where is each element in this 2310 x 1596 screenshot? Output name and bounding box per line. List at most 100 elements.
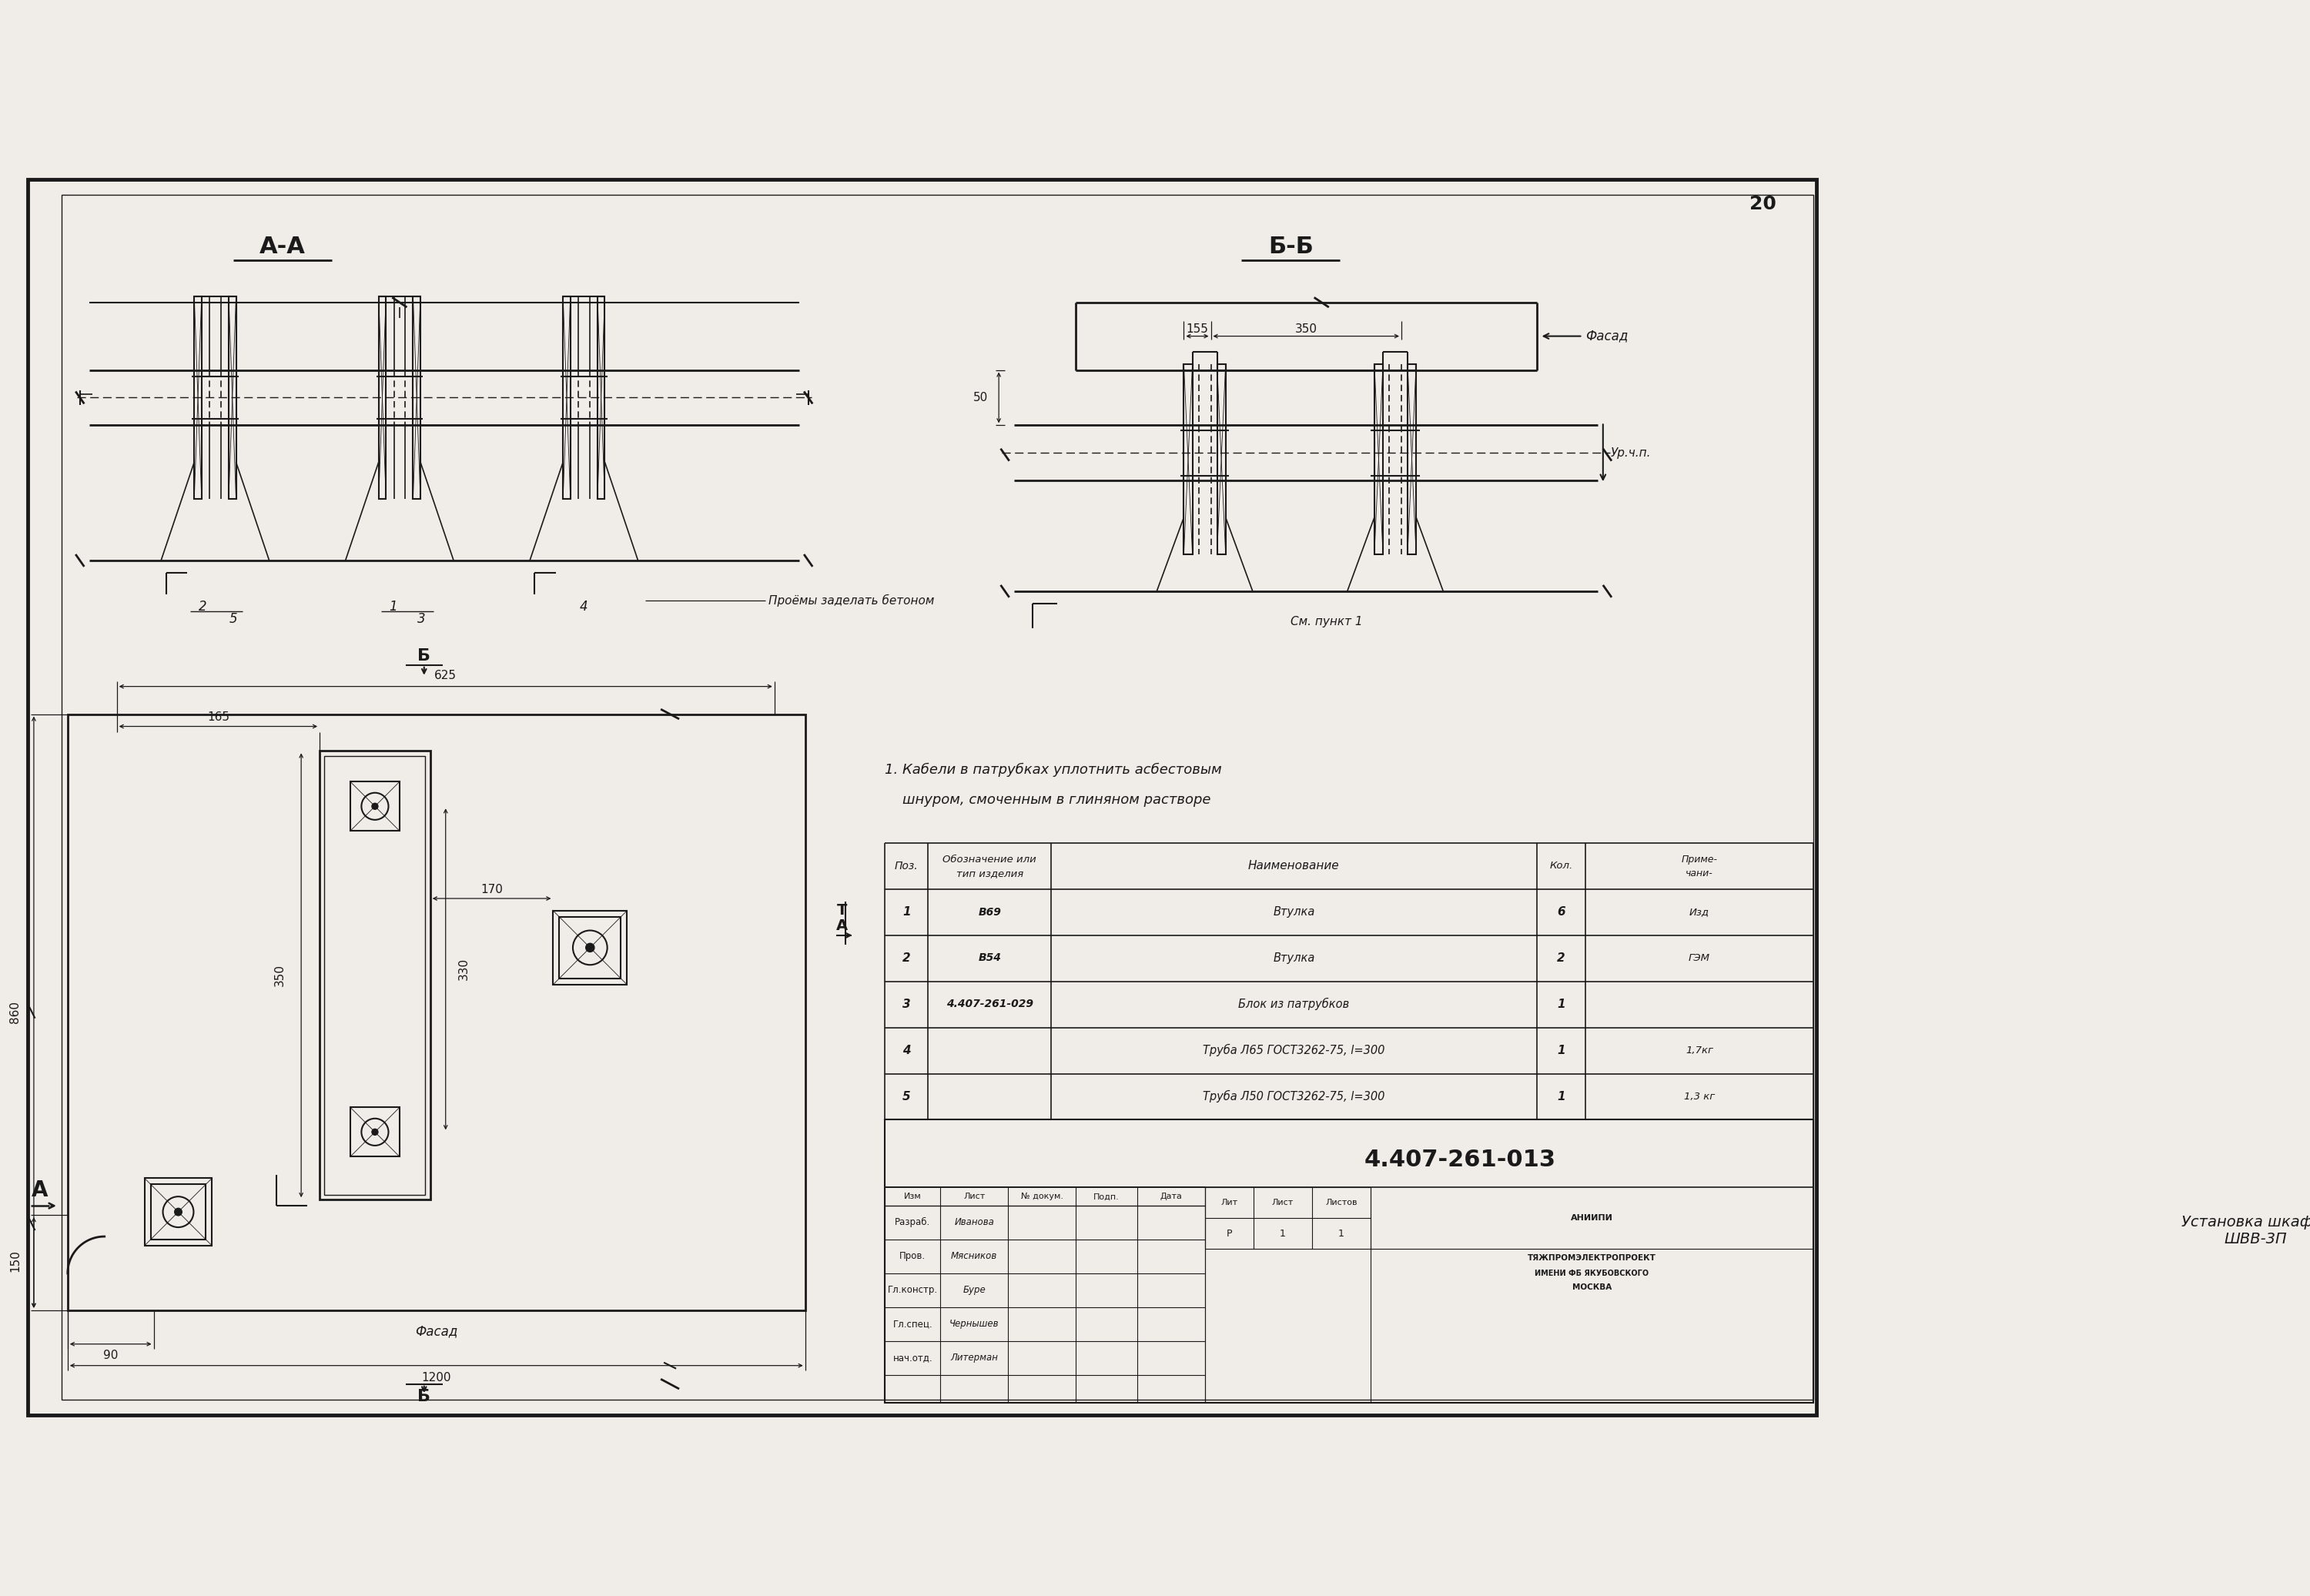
Text: Т: Т <box>836 903 848 918</box>
Text: шнуром, смоченным в глиняном растворе: шнуром, смоченным в глиняном растворе <box>885 793 1210 808</box>
Text: 350: 350 <box>275 964 286 986</box>
Text: Поз.: Поз. <box>894 860 919 871</box>
Bar <box>1407 364 1416 554</box>
Text: МОСКВА: МОСКВА <box>1573 1283 1612 1291</box>
Text: Дата: Дата <box>1160 1192 1183 1200</box>
Bar <box>885 1120 1813 1403</box>
Text: 4: 4 <box>580 600 589 613</box>
Text: Иванова: Иванова <box>954 1218 993 1227</box>
Text: Труба Л50 ГОСТ3262-75, l=300: Труба Л50 ГОСТ3262-75, l=300 <box>1204 1090 1384 1103</box>
Bar <box>351 1108 400 1157</box>
Bar <box>323 757 425 1195</box>
Text: Р: Р <box>1227 1229 1231 1238</box>
Text: Изд: Изд <box>1689 907 1709 918</box>
Text: 50: 50 <box>973 393 989 404</box>
Text: Кол.: Кол. <box>1550 860 1573 871</box>
Bar <box>229 297 236 500</box>
Text: В69: В69 <box>977 907 1000 918</box>
Text: Труба Л65 ГОСТ3262-75, l=300: Труба Л65 ГОСТ3262-75, l=300 <box>1204 1044 1384 1057</box>
Text: Гл.спец.: Гл.спец. <box>894 1318 933 1329</box>
Text: Подп.: Подп. <box>1093 1192 1120 1200</box>
Text: 4: 4 <box>903 1044 910 1057</box>
Text: 4.407-261-029: 4.407-261-029 <box>947 999 1033 1010</box>
Text: Приме-: Приме- <box>1682 855 1719 865</box>
Text: 2: 2 <box>199 600 208 613</box>
Text: 2: 2 <box>1557 953 1566 964</box>
Text: 1: 1 <box>1557 1090 1566 1103</box>
Text: А: А <box>32 1179 49 1202</box>
Bar <box>564 297 571 500</box>
Bar <box>150 1184 206 1240</box>
Text: 170: 170 <box>480 884 504 895</box>
Bar <box>67 713 806 1310</box>
Text: Втулка: Втулка <box>1273 907 1314 918</box>
Text: А: А <box>836 919 848 934</box>
Text: 860: 860 <box>9 1001 21 1023</box>
Text: Лист: Лист <box>963 1192 984 1200</box>
Text: Лит: Лит <box>1220 1199 1238 1207</box>
Text: 1,7кг: 1,7кг <box>1686 1045 1714 1055</box>
Text: Обозначение или: Обозначение или <box>942 855 1037 865</box>
Text: 6: 6 <box>1557 907 1566 918</box>
Text: 1. Кабели в патрубках уплотнить асбестовым: 1. Кабели в патрубках уплотнить асбестов… <box>885 763 1222 776</box>
Text: 90: 90 <box>104 1349 118 1361</box>
Text: Пров.: Пров. <box>899 1251 926 1261</box>
Text: См. пункт 1: См. пункт 1 <box>1291 616 1363 627</box>
Bar <box>413 297 420 500</box>
Bar <box>1217 364 1227 554</box>
Text: 1: 1 <box>1280 1229 1287 1238</box>
Text: ТЯЖПРОМЭЛЕКТРОПРОЕКТ: ТЯЖПРОМЭЛЕКТРОПРОЕКТ <box>1527 1254 1656 1262</box>
Circle shape <box>372 803 379 809</box>
Circle shape <box>372 1128 379 1135</box>
Text: Изм: Изм <box>903 1192 922 1200</box>
Text: В54: В54 <box>977 953 1000 964</box>
Bar <box>194 297 201 500</box>
Text: 330: 330 <box>457 958 469 980</box>
Bar <box>379 297 386 500</box>
Bar <box>146 1178 213 1246</box>
Text: чани-: чани- <box>1686 868 1714 878</box>
Text: Буре: Буре <box>963 1285 986 1294</box>
Bar <box>1183 364 1192 554</box>
Text: Лист: Лист <box>1273 1199 1294 1207</box>
Text: 165: 165 <box>208 712 229 723</box>
Bar <box>598 297 605 500</box>
Text: № докум.: № докум. <box>1021 1192 1063 1200</box>
Text: Литерман: Литерман <box>949 1352 998 1363</box>
Text: 1: 1 <box>903 907 910 918</box>
Circle shape <box>176 1208 182 1216</box>
Bar <box>351 782 400 832</box>
Text: 150: 150 <box>9 1250 21 1272</box>
Text: Б: Б <box>418 1389 430 1404</box>
Text: Мясников: Мясников <box>952 1251 998 1261</box>
Text: 1,3 кг: 1,3 кг <box>1684 1092 1714 1101</box>
Bar <box>552 911 626 985</box>
Text: Листов: Листов <box>1326 1199 1358 1207</box>
Text: 3: 3 <box>903 999 910 1010</box>
Text: тип изделия: тип изделия <box>956 868 1023 878</box>
Text: 1: 1 <box>1557 999 1566 1010</box>
Text: 20: 20 <box>1749 195 1776 214</box>
Text: Гл.констр.: Гл.констр. <box>887 1285 938 1294</box>
Bar <box>1374 364 1384 554</box>
Text: Втулка: Втулка <box>1273 953 1314 964</box>
Text: 2: 2 <box>903 953 910 964</box>
Text: 1: 1 <box>1557 1044 1566 1057</box>
Text: нач.отд.: нач.отд. <box>894 1352 933 1363</box>
Text: 5: 5 <box>903 1090 910 1103</box>
Text: 625: 625 <box>434 670 457 681</box>
Text: Ур.ч.п.: Ур.ч.п. <box>1610 447 1652 458</box>
Text: 3: 3 <box>416 611 425 626</box>
Text: Проёмы заделать бетоном: Проёмы заделать бетоном <box>769 594 933 606</box>
Text: Блок из патрубков: Блок из патрубков <box>1238 998 1349 1010</box>
Text: 1: 1 <box>1337 1229 1344 1238</box>
Text: 4.407-261-013: 4.407-261-013 <box>1363 1149 1555 1171</box>
Text: 1200: 1200 <box>423 1373 450 1384</box>
Text: 1: 1 <box>390 600 397 613</box>
Text: 5: 5 <box>229 611 238 626</box>
Text: 155: 155 <box>1187 322 1208 335</box>
Bar <box>559 918 621 978</box>
Text: Фасад: Фасад <box>416 1325 457 1339</box>
Text: АНИИПИ: АНИИПИ <box>1571 1215 1612 1223</box>
Text: ИМЕНИ ФБ ЯКУБОВСКОГО: ИМЕНИ ФБ ЯКУБОВСКОГО <box>1534 1269 1649 1277</box>
